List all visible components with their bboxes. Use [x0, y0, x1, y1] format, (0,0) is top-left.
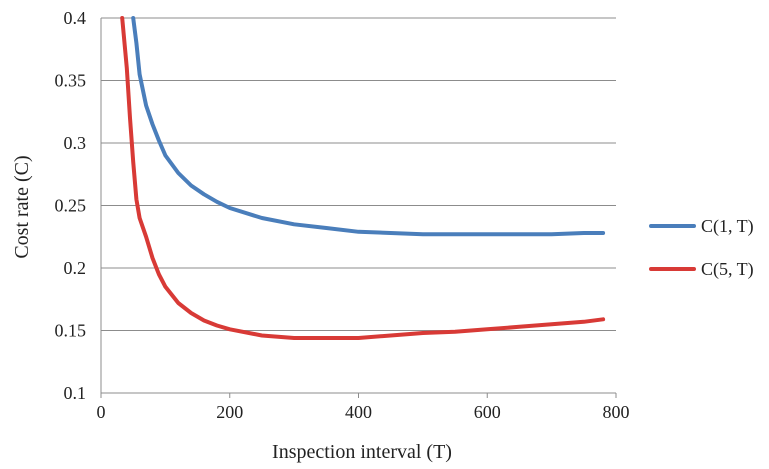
x-tick-label: 400 — [345, 402, 372, 422]
axes — [100, 18, 617, 398]
y-tick-label: 0.25 — [55, 196, 87, 216]
y-axis-title: Cost rate (C) — [11, 155, 33, 258]
y-tick-label: 0.15 — [55, 321, 87, 341]
gridlines — [101, 17, 616, 331]
x-tick-label: 800 — [603, 402, 630, 422]
y-tick-label: 0.3 — [64, 133, 87, 153]
series-line-2 — [120, 16, 606, 340]
x-axis-title: Inspection interval (T) — [272, 441, 452, 463]
plot-area — [120, 16, 606, 340]
y-tick-label: 0.1 — [64, 383, 87, 403]
x-tick-label: 200 — [216, 402, 243, 422]
x-tick-label: 600 — [474, 402, 501, 422]
y-tick-label: 0.2 — [64, 258, 87, 278]
x-tick-label: 0 — [97, 402, 106, 422]
y-tick-label: 0.35 — [55, 71, 87, 91]
series-line-1 — [131, 16, 606, 237]
tick-labels: 0.1 0.15 0.2 0.25 0.3 0.35 0.4 0 200 400 600 800 — [55, 8, 630, 422]
legend: C(1, T) C(5, T) — [649, 216, 754, 280]
legend-label: C(5, T) — [701, 259, 754, 280]
y-tick-label: 0.4 — [64, 8, 87, 28]
legend-label: C(1, T) — [701, 216, 754, 237]
